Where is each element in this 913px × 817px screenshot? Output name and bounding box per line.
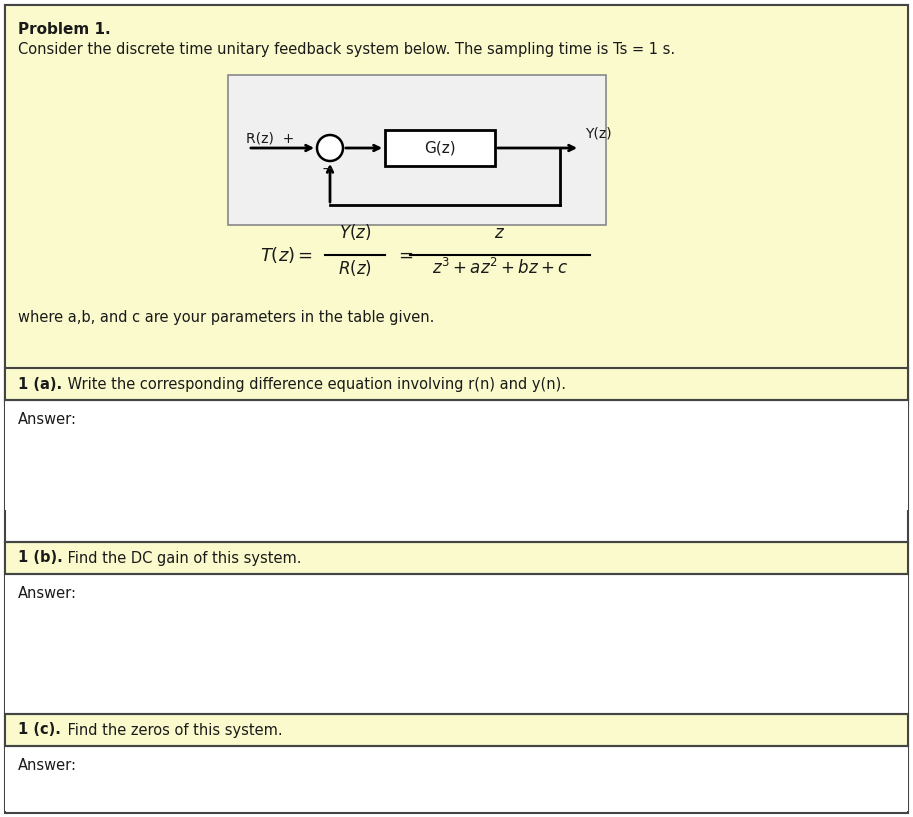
Text: $z^3 + az^2 + bz + c$: $z^3 + az^2 + bz + c$ bbox=[432, 258, 568, 278]
Bar bbox=[5, 368, 908, 400]
Text: $=$: $=$ bbox=[395, 246, 414, 264]
Bar bbox=[5, 5, 908, 405]
Bar bbox=[5, 574, 908, 714]
Text: where a,b, and c are your parameters in the table given.: where a,b, and c are your parameters in … bbox=[18, 310, 435, 325]
Bar bbox=[385, 130, 495, 166]
Bar bbox=[5, 714, 908, 746]
Text: Y(z): Y(z) bbox=[585, 126, 612, 140]
Text: 1 (c).: 1 (c). bbox=[18, 722, 61, 738]
Text: 1 (b).: 1 (b). bbox=[18, 551, 63, 565]
Text: Consider the discrete time unitary feedback system below. The sampling time is T: Consider the discrete time unitary feedb… bbox=[18, 42, 675, 57]
Text: 1 (a).: 1 (a). bbox=[18, 377, 62, 391]
Text: Problem 1.: Problem 1. bbox=[18, 22, 110, 37]
Bar bbox=[5, 746, 908, 811]
Text: Find the DC gain of this system.: Find the DC gain of this system. bbox=[63, 551, 301, 565]
Text: R(z)  +: R(z) + bbox=[246, 131, 294, 145]
Text: $Y(z)$: $Y(z)$ bbox=[339, 222, 372, 242]
Text: G(z): G(z) bbox=[425, 141, 456, 155]
Text: $T(z)=$: $T(z)=$ bbox=[260, 245, 313, 265]
Text: Answer:: Answer: bbox=[18, 412, 77, 427]
Bar bbox=[228, 75, 606, 225]
Text: Find the zeros of this system.: Find the zeros of this system. bbox=[63, 722, 283, 738]
Text: $z$: $z$ bbox=[495, 224, 506, 242]
Text: Write the corresponding difference equation involving r(n) and y(n).: Write the corresponding difference equat… bbox=[63, 377, 566, 391]
Text: $R(z)$: $R(z)$ bbox=[338, 258, 372, 278]
Bar bbox=[5, 542, 908, 574]
Circle shape bbox=[317, 135, 343, 161]
Text: −: − bbox=[321, 162, 333, 176]
Text: Answer:: Answer: bbox=[18, 758, 77, 773]
Bar bbox=[5, 400, 908, 510]
Text: Answer:: Answer: bbox=[18, 586, 77, 601]
